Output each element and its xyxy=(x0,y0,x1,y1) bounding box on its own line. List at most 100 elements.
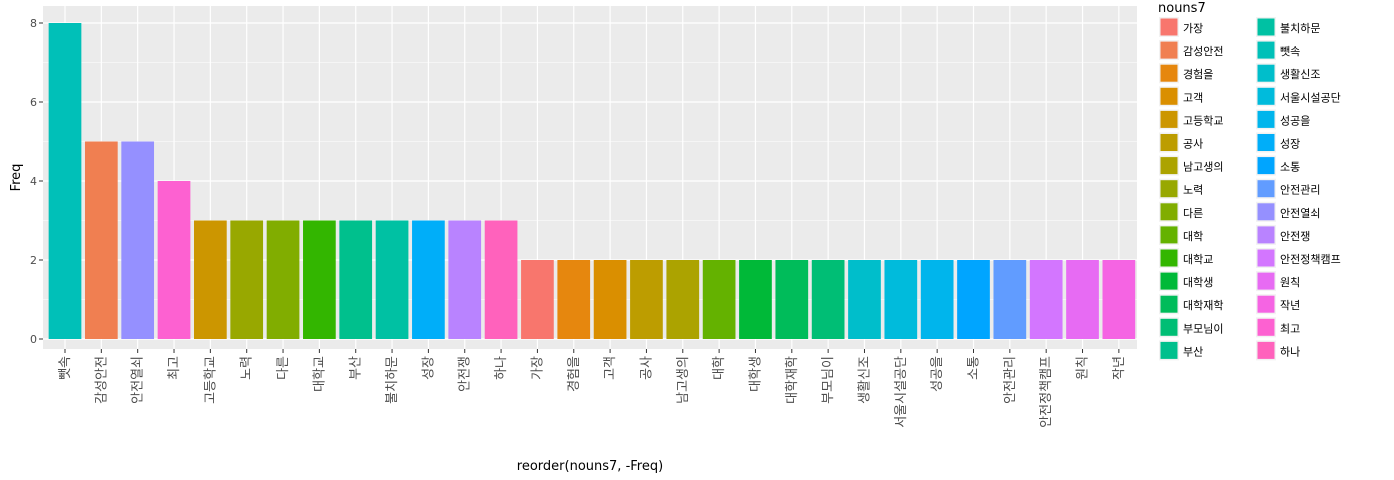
legend-swatch xyxy=(1257,18,1275,36)
bar xyxy=(84,141,118,339)
bar xyxy=(1066,260,1099,339)
legend-swatch xyxy=(1257,318,1275,336)
legend-swatch xyxy=(1257,341,1275,359)
bar xyxy=(884,260,918,339)
y-axis-title: Freq xyxy=(9,164,24,192)
legend-title: nouns7 xyxy=(1158,1,1206,16)
bars xyxy=(48,23,1136,339)
x-tick-label: 안전관리 xyxy=(1003,356,1018,404)
bar xyxy=(484,220,518,339)
legend-label: 안전쟁 xyxy=(1280,230,1310,243)
legend-label: 경험을 xyxy=(1183,68,1213,81)
legend-label: 안전관리 xyxy=(1280,184,1320,197)
bar xyxy=(739,260,772,339)
x-tick-label: 고등학교 xyxy=(203,356,218,404)
x-tick-label: 안전쟁 xyxy=(458,356,473,392)
legend-label: 가장 xyxy=(1183,22,1203,35)
bar xyxy=(630,260,663,339)
bar xyxy=(230,220,264,339)
legend-swatch xyxy=(1160,272,1178,290)
bar xyxy=(557,260,591,339)
x-tick-label: 대학생 xyxy=(748,356,763,392)
bar xyxy=(121,141,155,339)
legend-label: 최고 xyxy=(1280,322,1300,335)
legend-swatch xyxy=(1257,249,1275,267)
legend-swatch xyxy=(1257,272,1275,290)
legend-label: 노력 xyxy=(1183,184,1203,197)
legend-label: 고등학교 xyxy=(1183,114,1223,127)
x-tick-label: 경험을 xyxy=(567,356,582,392)
x-tick-label: 부모님이 xyxy=(821,356,836,404)
legend-swatch xyxy=(1160,41,1178,59)
legend-swatch xyxy=(1257,180,1275,198)
legend-swatch xyxy=(1160,180,1178,198)
legend-swatch xyxy=(1160,87,1178,105)
x-tick-label: 하나 xyxy=(494,356,509,380)
legend-swatch xyxy=(1160,134,1178,151)
legend-swatch xyxy=(1257,157,1275,175)
legend-swatch xyxy=(1160,18,1178,36)
legend-label: 성장 xyxy=(1280,138,1300,151)
legend-label: 감성안전 xyxy=(1183,45,1223,58)
legend-swatch xyxy=(1160,64,1178,82)
x-tick-label: 안전정책캠프 xyxy=(1039,356,1054,428)
legend-swatch xyxy=(1257,203,1275,221)
legend-label: 다른 xyxy=(1183,207,1203,220)
legend-label: 성공을 xyxy=(1280,114,1310,127)
bar xyxy=(848,260,881,339)
bar xyxy=(521,260,554,339)
legend-swatch xyxy=(1160,157,1178,175)
legend: nouns7 가장감성안전경험을고객고등학교공사남고생의노력다른대학대학교대학생… xyxy=(1158,1,1341,361)
legend-label: 대학교 xyxy=(1183,253,1213,266)
bar xyxy=(702,260,736,339)
legend-swatch xyxy=(1257,64,1275,82)
x-tick-label: 가장 xyxy=(530,356,545,380)
legend-swatch xyxy=(1257,295,1275,313)
legend-label: 하나 xyxy=(1280,344,1300,358)
bar xyxy=(303,220,336,339)
bar xyxy=(1102,260,1136,339)
y-tick-label: 2 xyxy=(30,254,37,267)
bar xyxy=(375,220,409,339)
y-tick-label: 0 xyxy=(30,333,37,346)
bar xyxy=(811,260,845,339)
legend-label: 불치하문 xyxy=(1280,21,1320,35)
x-tick-label: 원칙 xyxy=(1076,356,1091,380)
legend-label: 부산 xyxy=(1183,345,1203,358)
legend-label: 공사 xyxy=(1183,138,1203,151)
legend-swatch xyxy=(1160,341,1178,359)
bar xyxy=(157,181,191,339)
legend-label: 안전정책캠프 xyxy=(1280,253,1341,266)
legend-label: 남고생의 xyxy=(1183,161,1223,174)
legend-swatch xyxy=(1160,110,1178,128)
x-tick-label: 감성안전 xyxy=(94,356,109,404)
legend-label: 부모님이 xyxy=(1183,322,1223,335)
bar xyxy=(339,220,373,339)
x-tick-label: 남고생의 xyxy=(676,356,691,404)
x-tick-label: 성공을 xyxy=(930,356,945,392)
legend-swatch xyxy=(1160,226,1178,244)
bar xyxy=(194,220,227,339)
x-tick-label: 대학교 xyxy=(312,356,327,392)
legend-label: 대학생 xyxy=(1183,276,1213,289)
bar xyxy=(775,260,809,339)
x-tick-label: 작년 xyxy=(1112,356,1127,380)
x-tick-label: 불치하문 xyxy=(385,356,400,404)
legend-swatch xyxy=(1257,87,1275,105)
bar xyxy=(48,23,82,339)
legend-swatch xyxy=(1257,226,1275,244)
bar xyxy=(666,260,700,339)
legend-label: 안전열쇠 xyxy=(1280,207,1320,220)
x-axis-title: reorder(nouns7, -Freq) xyxy=(517,459,663,474)
bar xyxy=(957,260,990,339)
legend-label: 대학재학 xyxy=(1183,299,1223,312)
x-tick-label: 노력 xyxy=(240,356,255,380)
x-tick-label: 대학 xyxy=(712,356,727,380)
x-tick-label: 성장 xyxy=(421,356,436,380)
bar xyxy=(266,220,300,339)
bar xyxy=(920,260,954,339)
bar xyxy=(448,220,482,339)
x-tick-label: 소통 xyxy=(967,356,982,380)
